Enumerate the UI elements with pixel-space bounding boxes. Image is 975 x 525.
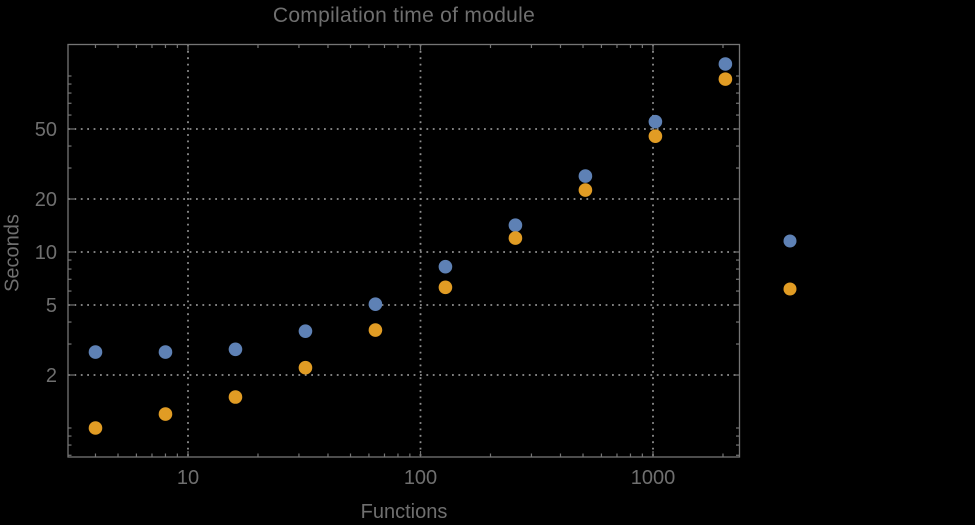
data-point-series-orange-x1024 bbox=[648, 129, 663, 143]
data-point-series-blue-x128 bbox=[438, 259, 453, 274]
data-point-series-blue-x64 bbox=[368, 297, 383, 312]
y-axis-label: Seconds bbox=[1, 214, 24, 292]
data-point-series-blue-x8 bbox=[158, 345, 173, 359]
data-point-series-blue-x16 bbox=[228, 342, 243, 357]
data-point-series-blue-x1024 bbox=[648, 114, 663, 129]
x-tick-label-100: 100 bbox=[404, 467, 437, 489]
y-tick-label-10: 10 bbox=[35, 242, 57, 264]
y-tick-label-20: 20 bbox=[35, 189, 57, 211]
chart-title: Compilation time of module bbox=[272, 4, 536, 27]
data-point-series-orange-x512 bbox=[578, 183, 593, 197]
x-tick-label-10: 10 bbox=[177, 467, 199, 489]
data-point-series-orange-x32 bbox=[298, 360, 313, 375]
data-point-series-blue-x2048 bbox=[718, 57, 733, 71]
data-point-series-orange-x64 bbox=[368, 323, 383, 337]
data-point-series-blue-x32 bbox=[298, 324, 313, 338]
data-point-series-orange-x8 bbox=[158, 407, 173, 421]
x-axis-label: Functions bbox=[360, 501, 448, 523]
data-point-series-orange-x256 bbox=[508, 231, 523, 245]
data-point-series-orange-x4 bbox=[88, 421, 103, 435]
legend-marker-1 bbox=[783, 282, 797, 296]
data-point-series-blue-x256 bbox=[508, 218, 523, 232]
data-point-series-blue-x4 bbox=[88, 345, 103, 359]
data-point-series-blue-x512 bbox=[578, 169, 593, 183]
y-tick-label-5: 5 bbox=[46, 295, 57, 317]
data-point-series-orange-x128 bbox=[438, 280, 453, 295]
y-tick-label-50: 50 bbox=[35, 119, 57, 141]
x-tick-label-1000: 1000 bbox=[631, 467, 676, 489]
data-point-series-orange-x16 bbox=[228, 390, 243, 404]
y-tick-label-2: 2 bbox=[46, 365, 57, 387]
legend-marker-0 bbox=[783, 234, 797, 248]
plot-frame bbox=[67, 43, 741, 458]
data-point-series-orange-x2048 bbox=[718, 72, 733, 86]
